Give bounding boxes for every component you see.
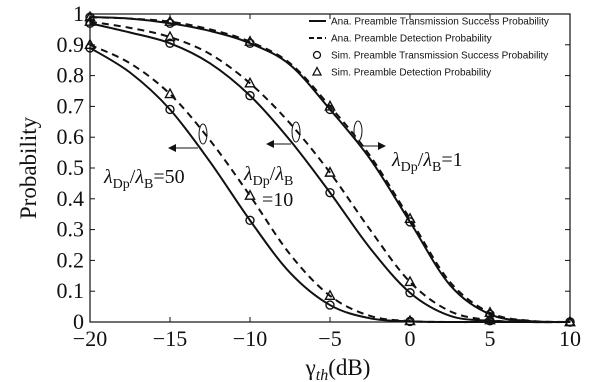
anno-10-lambda2: λ: [274, 163, 284, 185]
sim-markers: [84, 10, 576, 327]
sim-triangle-10: [324, 166, 336, 177]
sim-triangle-1: [324, 99, 336, 111]
sim-circle-10: [325, 187, 335, 198]
x-tick-label: 0: [405, 326, 416, 351]
legend-swatch-circle: [312, 50, 322, 60]
anno-1-sub2: B: [432, 160, 441, 175]
sim-triangle-10: [164, 30, 176, 42]
sim-triangle-1: [164, 15, 176, 26]
annotation-ratio-50: λDp/λB=50: [103, 123, 208, 192]
anno-50-sub2: B: [144, 177, 153, 192]
curve-pair-ellipse-10: [291, 121, 301, 143]
legend-label-triangle: Sim. Preamble Detection Probability: [331, 68, 491, 79]
anno-10-slash: /: [270, 163, 276, 185]
y-tick-label: 0.9: [57, 32, 85, 57]
legend: Ana. Preamble Transmission Success Proba…: [309, 17, 549, 79]
anno-1-value: =1: [441, 149, 462, 171]
anno-50-value: =50: [153, 166, 184, 188]
sim-triangle-1: [244, 35, 256, 46]
sim-triangle-50: [244, 189, 256, 200]
sim-triangle-1: [84, 10, 96, 22]
legend-label-dashed: Ana. Preamble Detection Probability: [331, 34, 492, 45]
x-axis-title-unit: (dB): [328, 355, 370, 380]
x-tick-label: −20: [73, 326, 107, 351]
y-tick-label: 0: [73, 309, 84, 334]
sim-circle-50: [165, 104, 175, 115]
y-tick-label: 0.7: [57, 93, 85, 118]
series-line-analytical-detection-1: [89, 16, 571, 323]
sim-circle-50: [245, 215, 255, 226]
annotation-ratio-10: λDp/λB =10: [243, 121, 301, 211]
x-tick-label: −15: [153, 326, 187, 351]
anno-50-sub1: Dp: [113, 177, 130, 192]
anno-10-sub2: B: [284, 174, 293, 189]
y-tick-label: 0.2: [57, 247, 85, 272]
anno-10-sub1: Dp: [253, 174, 270, 189]
annotation-ratio-1: λDp/λB=1: [353, 120, 463, 175]
series-line-analytical-detection-50: [89, 43, 570, 324]
y-tick-label: 1: [73, 1, 84, 26]
x-tick-label: −10: [233, 326, 267, 351]
curve-pair-ellipse-50: [198, 123, 208, 145]
anno-50: λDp/λB=50: [103, 166, 185, 192]
x-tick-label: 10: [559, 326, 581, 351]
anno-10-value: =10: [262, 189, 293, 211]
y-tick-label: 0.8: [57, 63, 85, 88]
x-tick-label: 5: [485, 326, 496, 351]
anno-50-lambda2: λ: [134, 166, 144, 188]
anno-50-lambda1: λ: [103, 166, 113, 188]
sim-triangle-50: [164, 87, 176, 99]
sim-triangle-50: [404, 314, 416, 326]
sim-triangle-10: [244, 76, 256, 88]
anno-10-lambda1: λ: [243, 163, 253, 185]
sim-triangle-10: [404, 275, 416, 287]
sim-triangle-1: [564, 315, 576, 327]
anno-50-slash: /: [130, 166, 136, 188]
legend-label-solid: Ana. Preamble Transmission Success Proba…: [331, 17, 549, 28]
y-tick-label: 0.4: [57, 186, 85, 211]
curve-pair-ellipse-1: [353, 120, 363, 142]
x-axis-title-sub: th: [316, 367, 328, 382]
legend-swatch-triangle: [311, 66, 323, 76]
sim-triangle-1: [484, 306, 496, 317]
anno-10: λDp/λB: [243, 163, 293, 189]
axis-ticks: −20 −15 −10 −5 0 5 10 0 0.1 0.2 0.3 0.4 0.5 0.6 0.7 0.8…: [57, 1, 582, 351]
x-tick-label: −5: [318, 326, 341, 351]
x-axis-title-main: γ: [305, 355, 316, 380]
anno-1-slash: /: [418, 149, 424, 171]
sim-circle-50: [325, 300, 335, 310]
legend-label-circle: Sim. Preamble Transmission Success Proba…: [331, 51, 548, 62]
x-axis-title: γth(dB): [305, 355, 371, 382]
sim-triangle-50: [324, 289, 336, 301]
sim-circle-10: [165, 38, 175, 48]
arrow-head-1: [378, 142, 386, 150]
y-tick-label: 0.3: [57, 217, 85, 242]
anno-1-lambda1: λ: [391, 149, 401, 171]
y-tick-label: 0.6: [57, 124, 85, 149]
y-tick-label: 0.5: [57, 155, 85, 180]
sim-triangle-10: [484, 313, 496, 325]
series-line-analytical-detection-10: [89, 20, 571, 324]
sim-circle-10: [405, 288, 415, 298]
anno-1-sub1: Dp: [401, 160, 418, 175]
sim-circle-10: [245, 90, 255, 101]
anno-1: λDp/λB=1: [391, 149, 463, 175]
sim-triangle-50: [84, 38, 96, 49]
y-tick-label: 0.1: [57, 278, 85, 303]
arrow-head-10: [266, 140, 274, 148]
sim-triangle-1: [404, 212, 416, 224]
arrow-head-50: [168, 144, 176, 152]
anno-1-lambda2: λ: [422, 149, 432, 171]
y-axis-title: Probability: [16, 116, 41, 219]
